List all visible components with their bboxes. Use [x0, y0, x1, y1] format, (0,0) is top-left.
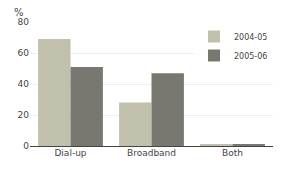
svg-text:Dial-up: Dial-up — [54, 148, 86, 158]
svg-text:20: 20 — [18, 110, 30, 120]
svg-text:2005-06: 2005-06 — [234, 52, 267, 61]
svg-text:Broadband: Broadband — [127, 148, 176, 158]
svg-text:2004-05: 2004-05 — [234, 33, 267, 42]
svg-text:60: 60 — [18, 48, 30, 58]
svg-text:%: % — [14, 7, 24, 18]
svg-text:40: 40 — [18, 79, 30, 89]
svg-text:80: 80 — [18, 17, 30, 27]
svg-text:0: 0 — [23, 141, 29, 151]
svg-text:Both: Both — [222, 148, 243, 158]
